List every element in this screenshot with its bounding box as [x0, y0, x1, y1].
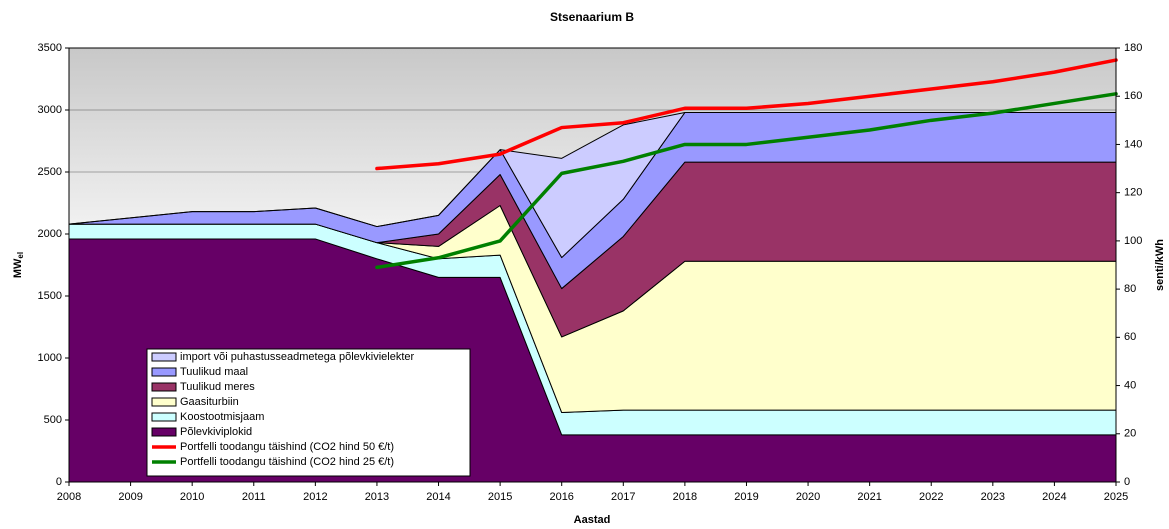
x-tick-label: 2014 [426, 491, 450, 503]
y2-tick-label: 140 [1124, 138, 1142, 150]
x-tick-label: 2022 [919, 491, 943, 503]
y2-tick-label: 100 [1124, 235, 1142, 247]
legend-label: import või puhastusseadmetega põlevkivie… [180, 351, 415, 363]
x-tick-label: 2016 [549, 491, 573, 503]
line [375, 58, 1118, 171]
chart-title: Stsenaarium B [550, 10, 634, 24]
y2-tick-label: 40 [1124, 379, 1136, 391]
x-tick-label: 2011 [242, 491, 266, 503]
legend-label: Põlevkiviplokid [180, 426, 252, 438]
y2-tick-label: 80 [1124, 283, 1136, 295]
x-tick-label: 2021 [857, 491, 881, 503]
x-tick-label: 2024 [1042, 491, 1066, 503]
legend-swatch [151, 367, 177, 377]
x-tick-label: 2013 [365, 491, 389, 503]
legend-swatch [151, 352, 177, 362]
x-tick-label: 2012 [303, 491, 327, 503]
x-tick-label: 2019 [734, 491, 758, 503]
x-tick-label: 2023 [981, 491, 1005, 503]
legend-label: Koostootmisjaam [180, 411, 264, 423]
x-tick-label: 2020 [796, 491, 820, 503]
legend-label: Gaasiturbiin [180, 396, 239, 408]
plot-frame [68, 47, 1117, 483]
legend-swatch [151, 427, 177, 437]
x-tick-label: 2010 [180, 491, 204, 503]
y2-tick-label: 60 [1124, 331, 1136, 343]
legend-swatch [151, 397, 177, 407]
y-tick-label: 3500 [38, 42, 62, 54]
y2-tick-label: 0 [1124, 476, 1130, 488]
y-tick-label: 2500 [38, 166, 62, 178]
x-tick-label: 2017 [611, 491, 635, 503]
y-tick-label: 3000 [38, 104, 62, 116]
y2-axis-label: senti/kWh [1154, 239, 1166, 291]
y2-tick-label: 20 [1124, 428, 1136, 440]
y-tick-label: 2000 [38, 228, 62, 240]
legend-label: Tuulikud maal [180, 366, 248, 378]
x-tick-label: 2009 [118, 491, 142, 503]
y-axis-label-subscript: el [16, 252, 25, 259]
lines [375, 58, 1118, 270]
legend-swatch [151, 412, 177, 422]
y2-tick-label: 160 [1124, 90, 1142, 102]
y-axis-label: MWel [12, 252, 25, 278]
y-axis-label-main: MW [12, 258, 24, 278]
legend-box [146, 348, 471, 477]
legend-label: Tuulikud meres [180, 381, 255, 393]
x-tick-label: 2015 [488, 491, 512, 503]
legend-label: Portfelli toodangu täishind (CO2 hind 25… [180, 456, 394, 468]
y-tick-label: 500 [44, 414, 62, 426]
x-axis-label: Aastad [574, 514, 611, 526]
line [375, 92, 1118, 270]
y-tick-label: 0 [56, 476, 62, 488]
legend: import või puhastusseadmetega põlevkivie… [146, 348, 471, 477]
x-tick-label: 2025 [1104, 491, 1128, 503]
y-tick-label: 1500 [38, 290, 62, 302]
x-tick-label: 2008 [57, 491, 81, 503]
x-tick-label: 2018 [673, 491, 697, 503]
y2-tick-label: 120 [1124, 187, 1142, 199]
axes: 0 500 1000 1500 2000 2500 3000 3500 0 20 40 60 80 100… [38, 42, 1143, 503]
legend-swatch [151, 382, 177, 392]
legend-label: Portfelli toodangu täishind (CO2 hind 50… [180, 441, 394, 453]
y-tick-label: 1000 [38, 352, 62, 364]
y2-tick-label: 180 [1124, 42, 1142, 54]
